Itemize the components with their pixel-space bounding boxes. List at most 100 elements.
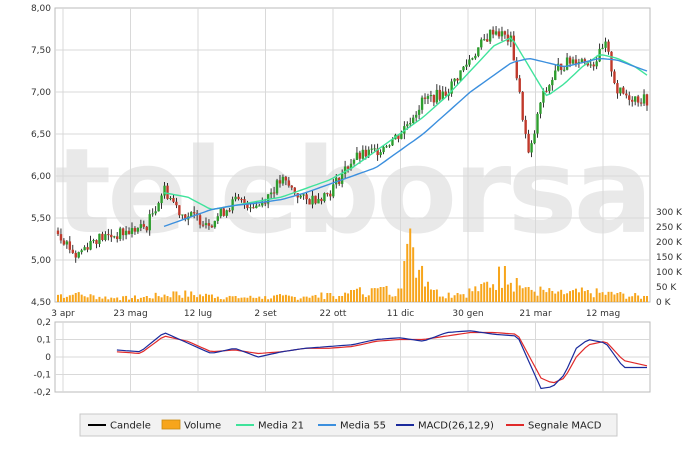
volume-bar [545,292,548,302]
candle-body [343,166,347,174]
candle-body [485,39,489,42]
candle-body [216,216,220,221]
volume-bar [104,296,107,302]
legend-label: Segnale MACD [528,421,602,432]
candle-body [240,199,243,201]
volume-bar [151,298,154,302]
volume-bars [57,228,648,302]
candle-body [95,240,98,244]
candle-body [589,64,592,66]
candle-body [219,208,222,217]
candle-body [583,59,587,62]
volume-bar [83,296,86,302]
candle-body [189,212,193,217]
candle-body [228,210,231,212]
volume-bar [136,299,139,302]
volume-bar [125,295,128,302]
candle-body [432,94,436,103]
volume-bar [68,295,71,302]
media-55-line [163,57,648,228]
volume-bar [367,295,370,302]
volume-bar [299,298,302,302]
candle-body [417,109,421,115]
candle-body [184,214,187,220]
volume-bar [471,291,474,302]
volume-bar [128,299,131,302]
candle-body [530,143,533,153]
volume-bar [542,289,545,302]
candle-body [136,228,140,232]
volume-bar [421,265,424,302]
legend-label: Volume [184,421,221,432]
volume-bar [453,295,456,302]
candle-body [269,192,273,195]
price-tick-label: 6,50 [31,130,51,140]
candle-body [557,63,560,71]
volume-bar [462,294,465,302]
volume-bar [613,294,616,302]
volume-bar [86,297,89,302]
volume-bar [166,296,169,302]
volume-bar [62,297,65,302]
volume-bar [385,285,388,302]
volume-bar [320,292,323,302]
candle-body [80,250,83,253]
volume-bar [569,291,572,302]
media-21-line [163,37,648,211]
candle-body [352,159,356,164]
volume-tick-label: 100 K [656,268,683,278]
volume-bar [296,299,299,302]
macd-tick-label: 0,2 [37,318,51,328]
volume-bar [527,287,530,302]
candle-body [311,195,314,205]
volume-bar [344,292,347,302]
candle-body [329,193,332,197]
volume-bar [432,290,435,302]
candle-body [506,34,510,42]
candle-body [571,59,575,64]
volume-bar [616,293,619,302]
candle-body [521,91,524,120]
volume-bar [145,296,148,302]
candle-body [610,51,613,72]
volume-bar [187,296,190,302]
candle-body [157,203,160,212]
volume-bar [157,296,160,302]
candle-body [515,60,518,79]
candle-body [497,31,501,37]
candle-body [62,240,66,245]
volume-bar [178,295,181,302]
candle-body [290,185,294,188]
candle-body [379,152,382,156]
candle-body [198,215,202,225]
candle-body [178,205,181,216]
legend-swatch [161,419,181,430]
candle-body [127,230,131,234]
volume-bar [352,290,355,302]
candle-body [302,194,305,196]
candle-body [166,185,169,199]
candle-body [326,193,329,195]
candle-body [261,201,264,206]
candle-body [181,214,184,216]
candle-body [595,61,598,67]
volume-bar [450,297,453,302]
volume-bar [382,287,385,302]
candle-body [554,70,557,80]
candle-body [483,39,486,41]
volume-bar [71,294,74,302]
volume-bar [287,295,290,302]
volume-bar [512,291,515,302]
price-tick-label: 5,00 [31,256,51,266]
candle-body [275,180,279,194]
candle-body [113,236,116,238]
volume-bar [190,291,193,302]
candle-body [503,31,507,35]
volume-bar [361,294,364,302]
volume-bar [77,292,80,302]
volume-bar [622,293,625,302]
candle-body [539,102,542,114]
candle-body [237,196,240,200]
candle-body [444,91,447,96]
volume-bar [130,298,133,302]
